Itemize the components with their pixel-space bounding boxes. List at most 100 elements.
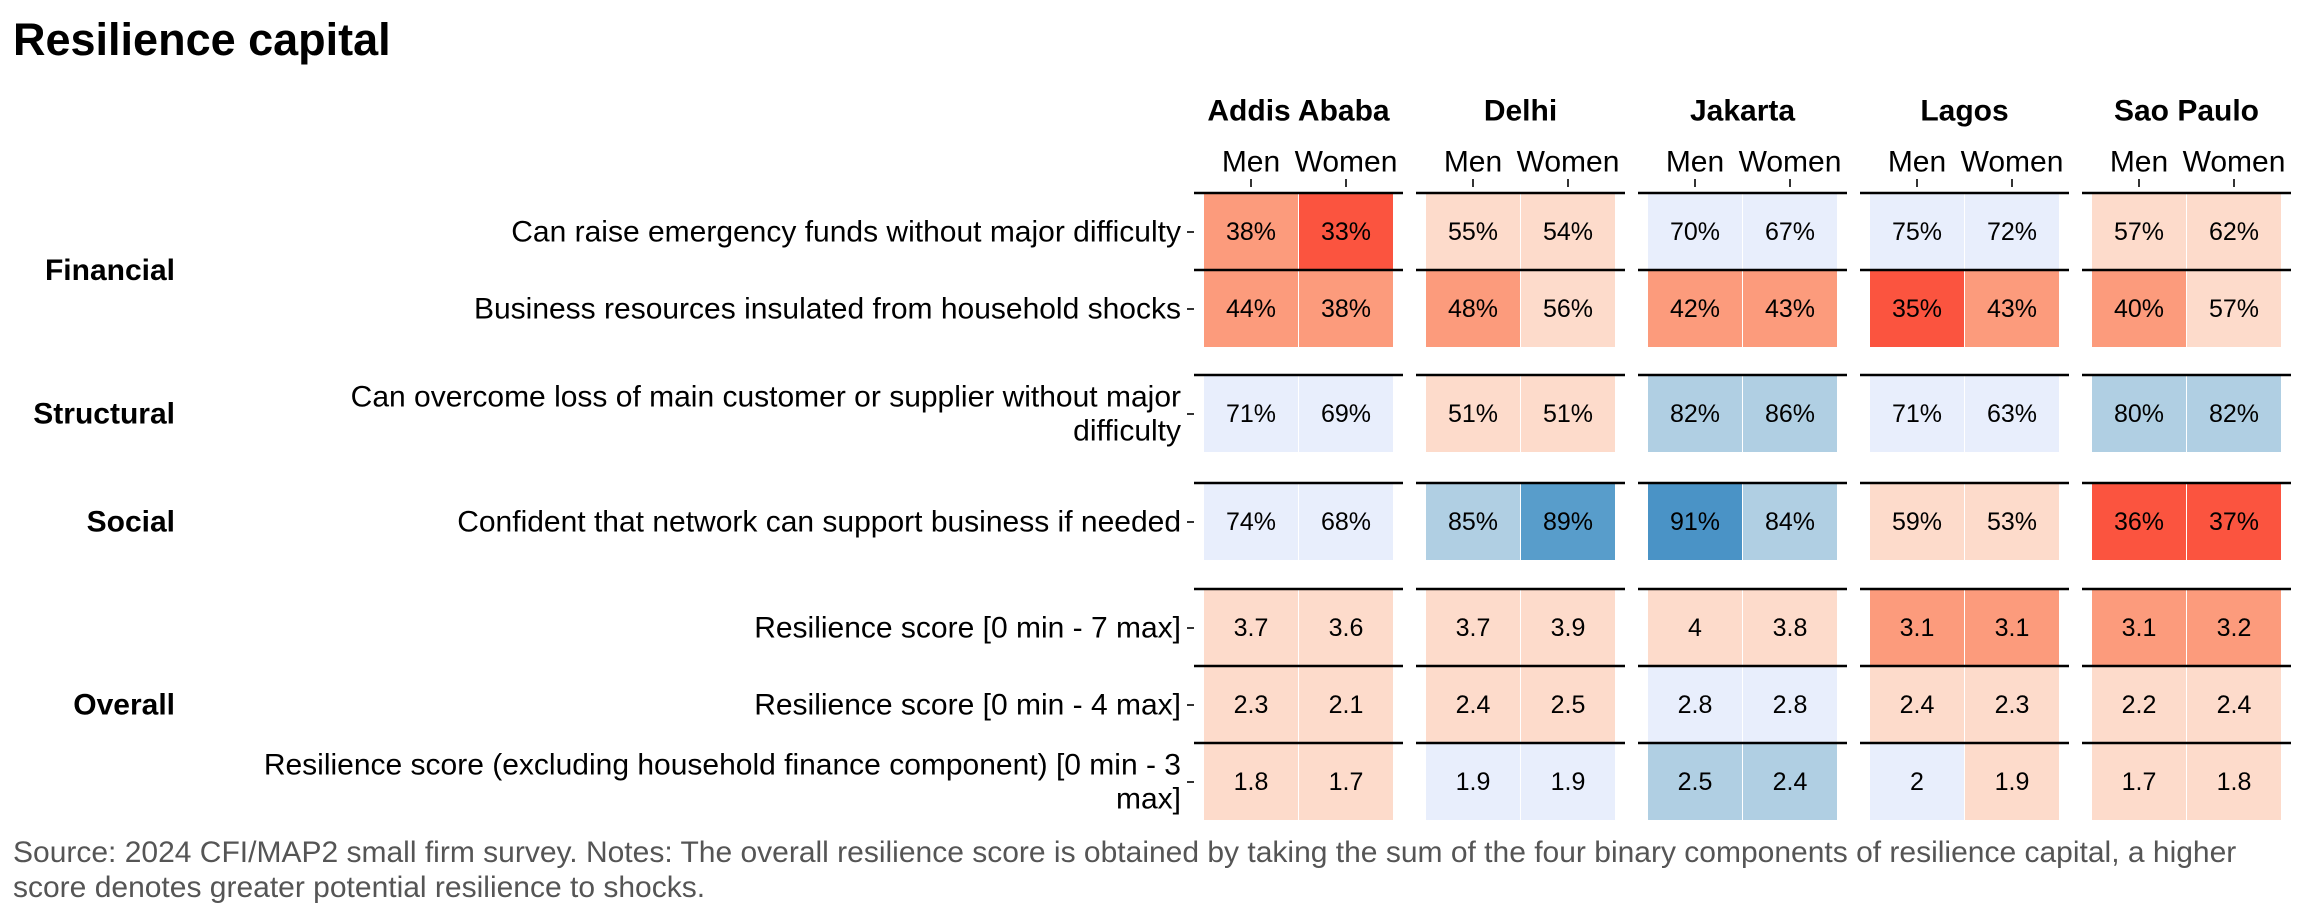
cell-value-label: 35% — [1892, 295, 1942, 323]
chart-title: Resilience capital — [13, 14, 391, 65]
heatmap-cell — [1965, 376, 2059, 452]
heatmap-cell — [1648, 667, 1742, 743]
cell-value-label: 2.4 — [1456, 691, 1491, 719]
cell-value-label: 84% — [1765, 508, 1815, 536]
cell-value-label: 2.2 — [2122, 691, 2157, 719]
heatmap-cell — [1299, 376, 1393, 452]
cell-value-label: 3.8 — [1773, 614, 1808, 642]
cell-value-label: 3.1 — [1900, 614, 1935, 642]
city-header: Sao Paulo — [2114, 95, 2259, 128]
group-label: Structural — [33, 398, 175, 431]
cell-value-label: 57% — [2209, 295, 2259, 323]
heatmap-cell — [1204, 194, 1298, 270]
heatmap-cell — [1299, 484, 1393, 560]
cell-value-label: 4 — [1688, 614, 1702, 642]
heatmap-cell — [2187, 194, 2281, 270]
heatmap-cell — [2092, 194, 2186, 270]
heatmap-cell — [2092, 484, 2186, 560]
cell-value-label: 36% — [2114, 508, 2164, 536]
cell-value-label: 71% — [1226, 400, 1276, 428]
heatmap-cell — [1870, 667, 1964, 743]
heatmap-cell — [1299, 744, 1393, 820]
cell-value-label: 1.9 — [1995, 768, 2030, 796]
row-label: Resilience score [0 min - 4 max] — [754, 689, 1181, 722]
heatmap-cell — [1204, 744, 1298, 820]
heatmap-cell — [2187, 744, 2281, 820]
heatmap-cell — [1965, 590, 2059, 666]
heatmap-cell — [1870, 271, 1964, 347]
gender-axis-label: Men — [1888, 146, 1946, 179]
cell-value-label: 2.5 — [1678, 768, 1713, 796]
heatmap-cell — [1648, 484, 1742, 560]
group-label: Social — [87, 506, 175, 539]
cell-value-label: 2.4 — [1900, 691, 1935, 719]
heatmap-cell — [1965, 744, 2059, 820]
heatmap-cell — [1521, 376, 1615, 452]
heatmap-cell — [1426, 590, 1520, 666]
cell-value-label: 3.9 — [1551, 614, 1586, 642]
cell-value-label: 2.3 — [1234, 691, 1269, 719]
heatmap-cell — [2187, 376, 2281, 452]
heatmap-cell — [1204, 484, 1298, 560]
cell-value-label: 54% — [1543, 218, 1593, 246]
heatmap-cell — [1743, 271, 1837, 347]
cell-value-label: 62% — [2209, 218, 2259, 246]
cell-value-label: 3.1 — [2122, 614, 2157, 642]
cell-value-label: 2.8 — [1678, 691, 1713, 719]
cell-value-label: 40% — [2114, 295, 2164, 323]
cell-value-label: 68% — [1321, 508, 1371, 536]
cell-value-label: 1.8 — [2217, 768, 2252, 796]
heatmap-cell — [1521, 744, 1615, 820]
heatmap-cell — [1965, 271, 2059, 347]
cell-value-label: 51% — [1448, 400, 1498, 428]
heatmap-cell — [1648, 271, 1742, 347]
gender-axis-label: Men — [1444, 146, 1502, 179]
cell-value-label: 51% — [1543, 400, 1593, 428]
row-label: Confident that network can support busin… — [457, 506, 1181, 539]
heatmap-cell — [1204, 590, 1298, 666]
city-header: Lagos — [1920, 95, 2008, 128]
heatmap-cell — [1521, 667, 1615, 743]
row-label: Resilience score (excluding household fi… — [264, 749, 1181, 782]
gender-axis-label: Men — [1666, 146, 1724, 179]
heatmap-cell — [1648, 590, 1742, 666]
heatmap-cell — [1426, 271, 1520, 347]
cell-value-label: 2 — [1910, 768, 1924, 796]
heatmap-cell — [1426, 376, 1520, 452]
heatmap-cell — [1870, 744, 1964, 820]
heatmap-cell — [2187, 484, 2281, 560]
cell-value-label: 74% — [1226, 508, 1276, 536]
cell-value-label: 2.1 — [1329, 691, 1364, 719]
cell-value-label: 1.7 — [2122, 768, 2157, 796]
heatmap-cell — [1426, 744, 1520, 820]
gender-axis-label: Women — [1295, 146, 1398, 179]
heatmap-cell — [2092, 744, 2186, 820]
cell-value-label: 3.1 — [1995, 614, 2030, 642]
heatmap-cell — [2187, 271, 2281, 347]
heatmap-cell — [1870, 590, 1964, 666]
cell-value-label: 85% — [1448, 508, 1498, 536]
group-label: Overall — [73, 689, 175, 722]
heatmap-cell — [2092, 667, 2186, 743]
row-label: Resilience score [0 min - 7 max] — [754, 612, 1181, 645]
cell-value-label: 69% — [1321, 400, 1371, 428]
cell-value-label: 86% — [1765, 400, 1815, 428]
heatmap-cell — [2187, 667, 2281, 743]
heatmap-cell — [1426, 484, 1520, 560]
cell-value-label: 1.8 — [1234, 768, 1269, 796]
cell-value-label: 2.5 — [1551, 691, 1586, 719]
heatmap-cell — [1743, 667, 1837, 743]
cell-value-label: 1.9 — [1551, 768, 1586, 796]
source-note: Source: 2024 CFI/MAP2 small firm survey.… — [13, 836, 2237, 904]
cell-value-label: 2.8 — [1773, 691, 1808, 719]
cell-value-label: 82% — [2209, 400, 2259, 428]
cell-value-label: 71% — [1892, 400, 1942, 428]
cell-value-label: 55% — [1448, 218, 1498, 246]
row-label: max] — [1116, 783, 1181, 816]
cell-value-label: 3.7 — [1234, 614, 1269, 642]
cell-value-label: 57% — [2114, 218, 2164, 246]
heatmap-cell — [1743, 376, 1837, 452]
cell-value-label: 63% — [1987, 400, 2037, 428]
cell-value-label: 38% — [1226, 218, 1276, 246]
row-label: difficulty — [1073, 415, 1181, 448]
